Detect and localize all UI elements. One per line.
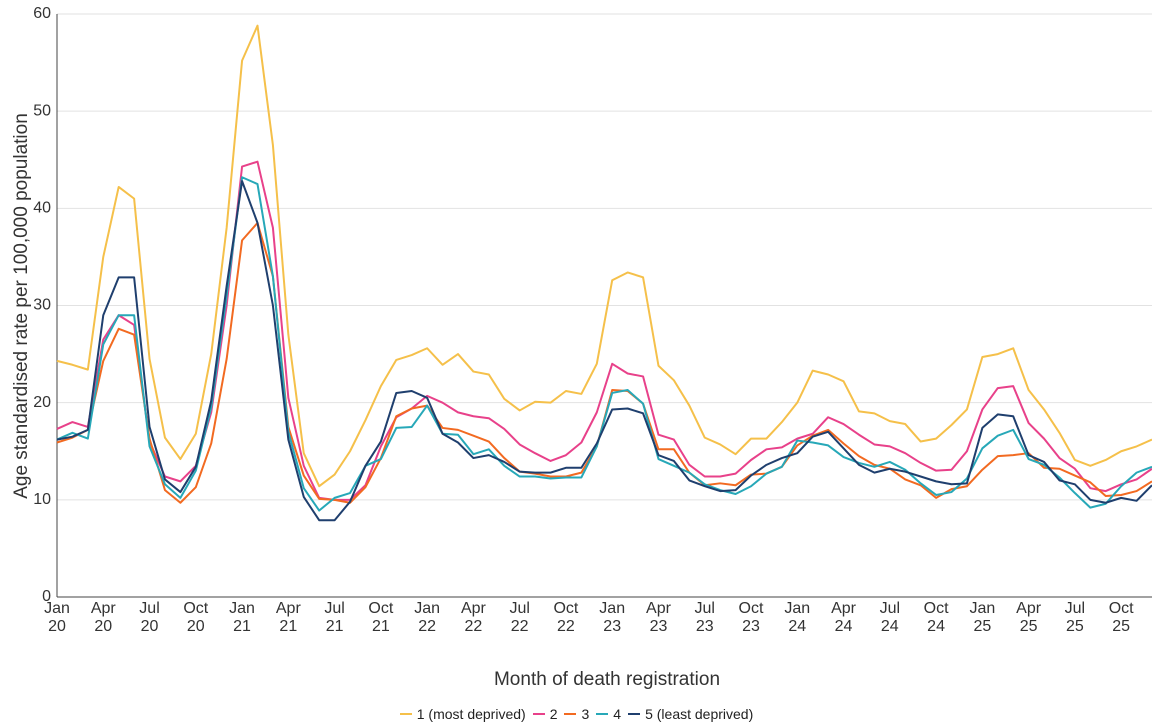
x-tick-label: Apr 25 bbox=[1016, 600, 1042, 635]
legend-item: 4 bbox=[595, 706, 621, 722]
legend-item: 3 bbox=[563, 706, 589, 722]
legend-swatch bbox=[399, 713, 412, 715]
y-tick-label: 10 bbox=[33, 491, 51, 508]
legend-label: 4 bbox=[613, 706, 622, 722]
y-tick-label: 40 bbox=[33, 200, 51, 217]
x-tick-label: Jan 23 bbox=[599, 600, 626, 635]
legend-label: 5 (least deprived) bbox=[645, 706, 754, 722]
x-tick-label: Oct 22 bbox=[553, 600, 579, 635]
legend-label: 2 bbox=[549, 706, 558, 722]
legend-swatch bbox=[596, 713, 609, 715]
x-tick-label: Jul 20 bbox=[139, 600, 160, 635]
series-line bbox=[56, 24, 1152, 488]
x-axis-label: Month of death registration bbox=[494, 669, 720, 690]
x-tick-label: Apr 22 bbox=[460, 600, 486, 635]
y-tick-label: 0 bbox=[42, 588, 51, 605]
legend-swatch bbox=[532, 713, 545, 715]
x-tick-label: Apr 20 bbox=[90, 600, 116, 635]
legend-swatch bbox=[628, 713, 641, 715]
x-tick-label: Oct 25 bbox=[1108, 600, 1134, 635]
x-tick-label: Jul 21 bbox=[324, 600, 345, 635]
x-tick-label: Jul 24 bbox=[879, 600, 901, 635]
x-tick-label: Apr 24 bbox=[831, 600, 856, 635]
legend: 1 (most deprived) 2 3 4 5 (least deprived) bbox=[0, 706, 1152, 722]
x-tick-label: Jul 22 bbox=[509, 600, 530, 635]
legend-item: 1 (most deprived) bbox=[399, 706, 526, 722]
x-tick-label: Jan 22 bbox=[414, 600, 441, 635]
series-line bbox=[56, 180, 1152, 522]
legend-item: 2 bbox=[532, 706, 558, 722]
y-tick-label: 30 bbox=[33, 297, 51, 314]
y-tick-label: 20 bbox=[33, 394, 51, 411]
x-tick-label: Oct 23 bbox=[738, 600, 764, 635]
legend-item: 5 (least deprived) bbox=[627, 706, 753, 722]
x-tick-label: Apr 21 bbox=[275, 600, 301, 635]
x-tick-label: Oct 20 bbox=[183, 600, 209, 635]
legend-label: 1 (most deprived) bbox=[416, 706, 526, 722]
x-tick-label: Jan 20 bbox=[44, 600, 70, 635]
x-tick-label: Jul 23 bbox=[694, 600, 715, 635]
x-tick-label: Jan 21 bbox=[229, 600, 255, 635]
y-tick-label: 60 bbox=[33, 5, 51, 22]
legend-label: 3 bbox=[581, 706, 590, 722]
y-tick-label: 50 bbox=[33, 102, 51, 119]
legend-swatch bbox=[564, 713, 577, 715]
y-axis-label: Age standardised rate per 100,000 popula… bbox=[11, 113, 32, 499]
x-tick-label: Apr 23 bbox=[646, 600, 671, 635]
x-tick-label: Oct 21 bbox=[368, 600, 394, 635]
x-tick-label: Jan 24 bbox=[784, 600, 811, 635]
x-tick-label: Jan 25 bbox=[969, 600, 996, 635]
x-tick-label: Oct 24 bbox=[923, 600, 949, 635]
x-tick-label: Jul 25 bbox=[1064, 600, 1086, 635]
